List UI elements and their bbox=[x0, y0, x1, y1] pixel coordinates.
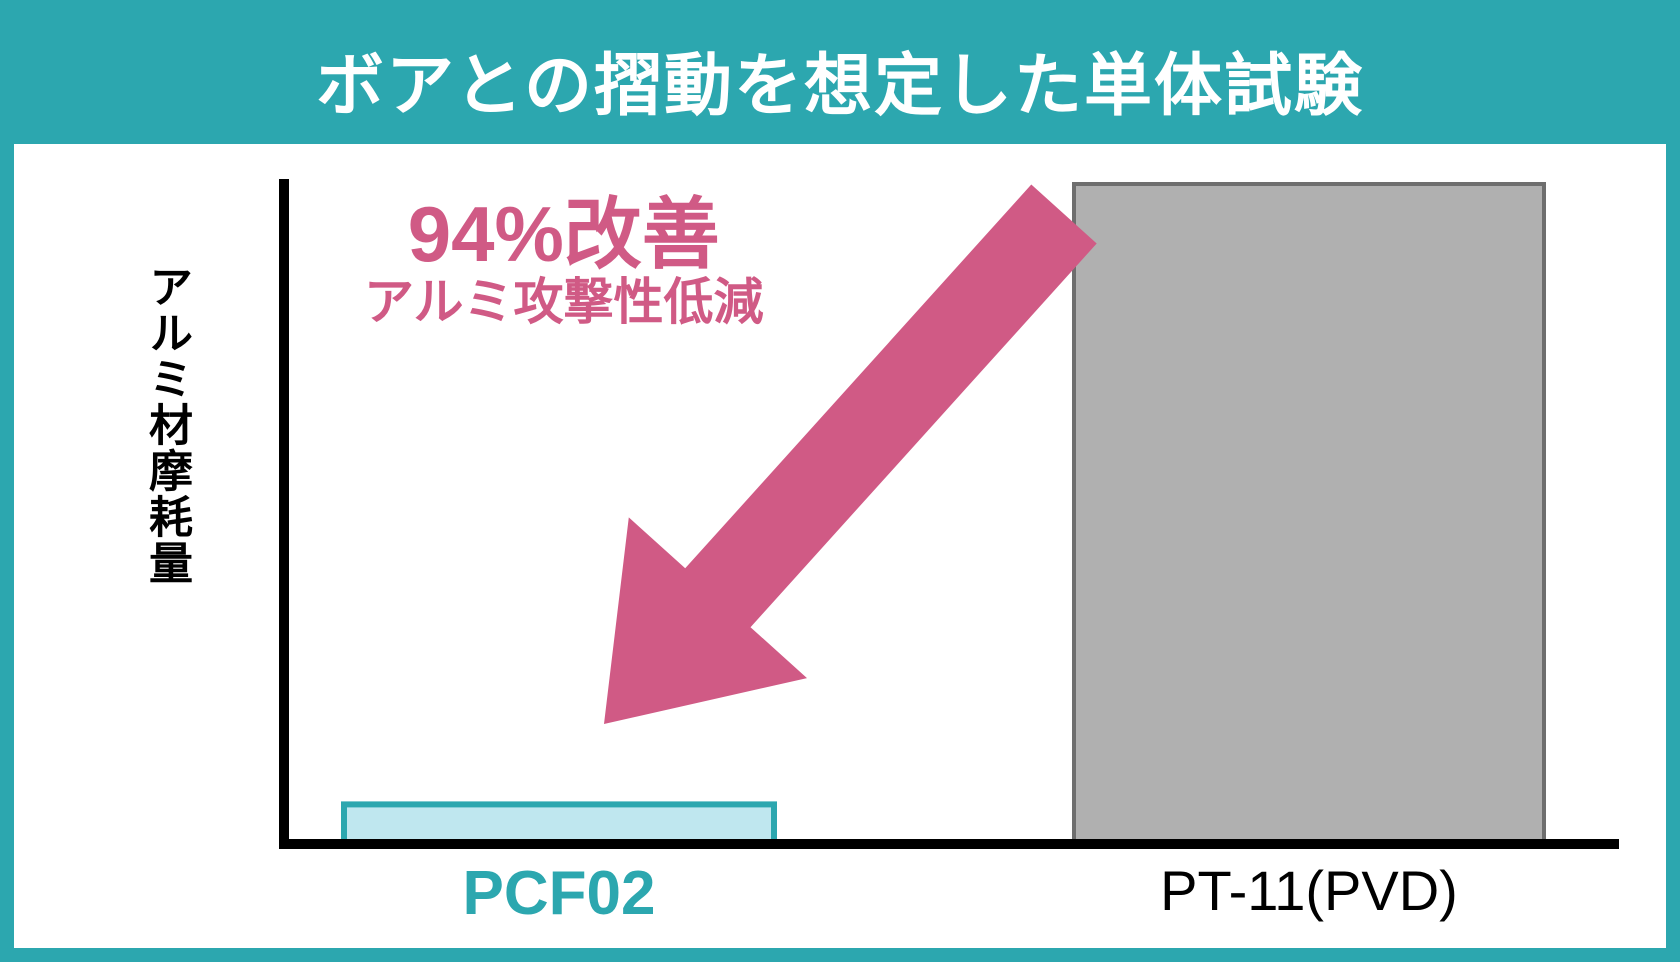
title-text: ボアとの摺動を想定した単体試験 bbox=[316, 30, 1364, 129]
callout-line1: 94%改善 bbox=[364, 194, 764, 276]
title-bar: ボアとの摺動を想定した単体試験 bbox=[14, 14, 1666, 144]
category-label-pt11: PT-11(PVD) bbox=[1074, 858, 1544, 923]
category-label-pcf02: PCF02 bbox=[344, 858, 774, 929]
bar-chart bbox=[14, 144, 1666, 948]
callout-line2: アルミ攻撃性低減 bbox=[364, 276, 764, 329]
chart-body: アルミ材摩耗量 94%改善 アルミ攻撃性低減 PCF02 PT-11(PVD) bbox=[14, 144, 1666, 948]
improvement-callout: 94%改善 アルミ攻撃性低減 bbox=[364, 194, 764, 328]
